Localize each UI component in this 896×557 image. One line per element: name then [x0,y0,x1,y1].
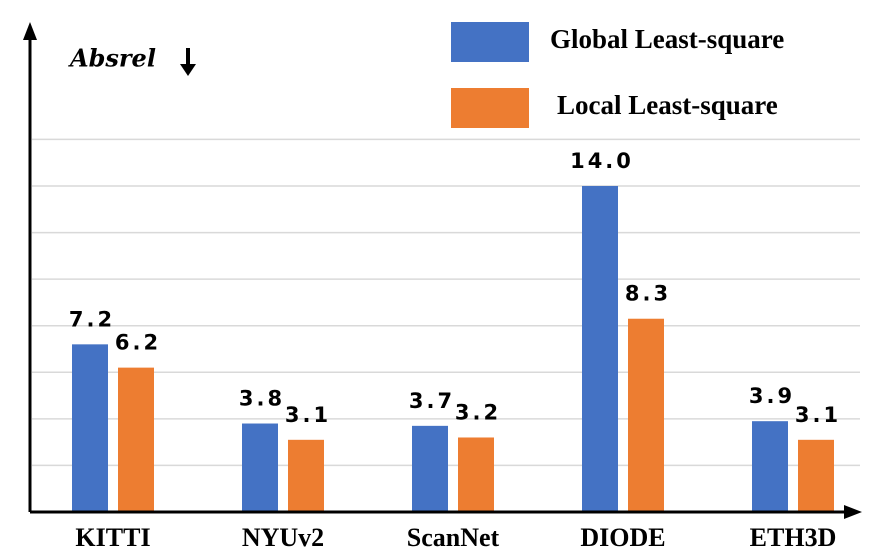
x-tick-label: DIODE [580,523,665,552]
value-label: 3.7 [409,389,455,413]
legend-label: Local Least-square [557,90,778,120]
value-label: 14.0 [570,149,634,173]
down-arrow [180,48,196,76]
y-axis-label: Absrel [68,44,156,73]
value-label: 3.1 [285,403,331,427]
grid [32,138,860,467]
value-label: 3.1 [795,403,841,427]
bar [798,439,834,512]
bar [582,186,618,512]
value-label: 7.2 [69,307,115,331]
legend-swatch [451,88,529,128]
x-tick-label: ScanNet [407,523,500,552]
x-tick-label: ETH3D [750,523,837,552]
bar [458,437,494,512]
x-tick-label: KITTI [75,523,150,552]
value-label: 8.3 [625,282,671,306]
value-label: 3.2 [455,400,501,424]
bars [72,186,834,512]
legend-swatch [451,22,529,62]
bar [628,318,664,512]
bar [288,439,324,512]
bar [412,425,448,512]
x-axis-arrow [844,505,862,519]
x-tick-label: NYUv2 [242,523,324,552]
value-label: 3.8 [239,387,285,411]
y-axis-arrow [23,22,37,40]
value-label: 3.9 [749,384,795,408]
bar [118,367,154,512]
bar [242,423,278,512]
bar [72,344,108,512]
value-label: 6.2 [115,331,161,355]
legend-label: Global Least-square [550,24,784,54]
bar [752,421,788,512]
